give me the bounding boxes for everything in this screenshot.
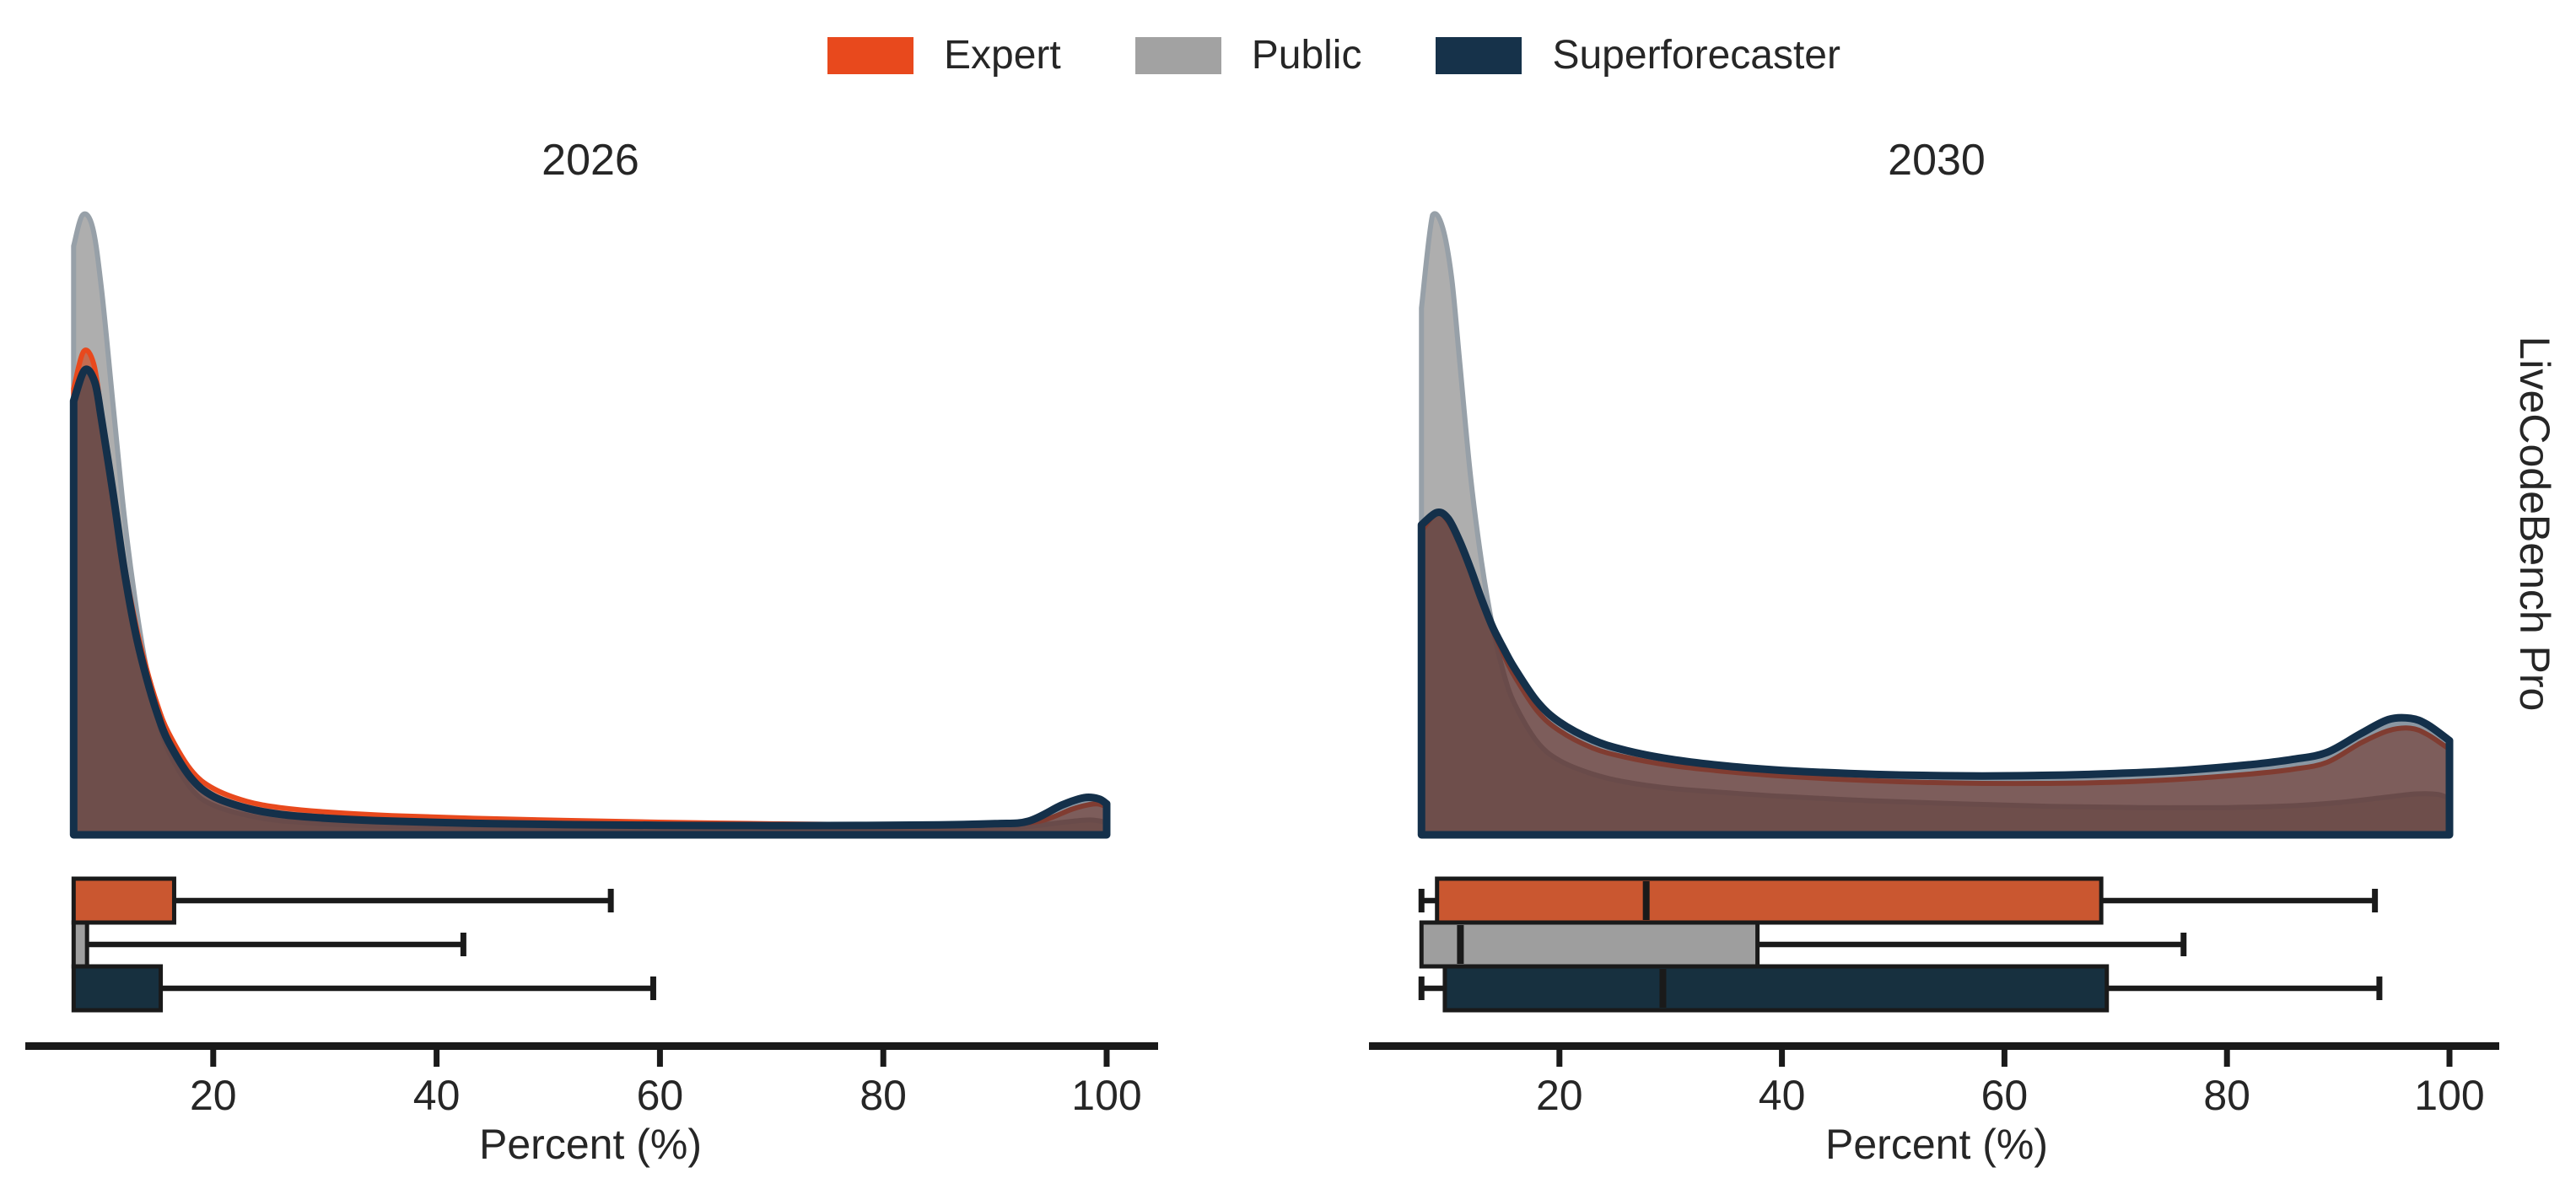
panel-title-2030: 2030	[1888, 136, 1986, 185]
box-2026-public	[71, 920, 89, 969]
box-2026-superforecaster	[71, 964, 164, 1013]
x-axis-2026	[25, 1042, 1158, 1050]
x-tick-2026-40	[434, 1050, 440, 1067]
expert-swatch-icon	[827, 37, 913, 74]
x-tick-label-2026-40: 40	[413, 1072, 461, 1119]
legend-label-public: Public	[1251, 33, 1362, 78]
legend-item-public: Public	[1134, 33, 1362, 78]
x-tick-2030-60	[2001, 1050, 2007, 1067]
density-2026-public	[71, 211, 1109, 837]
box-2026-expert	[71, 876, 176, 925]
x-tick-label-2030-20: 20	[1536, 1072, 1583, 1119]
x-tick-label-2026-80: 80	[860, 1072, 907, 1119]
panel-title-2026: 2026	[542, 136, 639, 185]
x-tick-2030-100	[2446, 1050, 2453, 1067]
legend-label-expert: Expert	[944, 33, 1061, 78]
superforecaster-swatch-icon	[1436, 37, 1522, 74]
x-tick-2030-20	[1556, 1050, 1563, 1067]
facet-row-label: LiveCodeBench Pro	[2511, 336, 2558, 712]
x-tick-2026-60	[656, 1050, 663, 1067]
public-swatch-icon	[1134, 37, 1221, 74]
box-2030-public	[1419, 920, 1760, 969]
x-tick-label-2026-100: 100	[1071, 1072, 1141, 1119]
density-2026-expert	[71, 347, 1109, 837]
legend-item-expert: Expert	[827, 35, 1061, 76]
x-tick-2026-100	[1103, 1050, 1110, 1067]
x-tick-label-2030-80: 80	[2203, 1072, 2250, 1119]
x-tick-2026-80	[880, 1050, 887, 1067]
x-axis-2030	[1369, 1042, 2499, 1050]
x-tick-label-2030-60: 60	[1981, 1072, 2029, 1119]
x-tick-label-2026-60: 60	[637, 1072, 684, 1119]
box-2030-superforecaster	[1442, 964, 2110, 1013]
x-tick-2026-20	[210, 1050, 217, 1067]
x-tick-label-2030-100: 100	[2414, 1072, 2484, 1119]
x-tick-2030-40	[1779, 1050, 1786, 1067]
legend: Expert Public Superforecaster	[827, 35, 1840, 76]
x-axis-label-left: Percent (%)	[479, 1121, 702, 1168]
box-2030-expert	[1435, 876, 2104, 925]
legend-label-superforecaster: Superforecaster	[1552, 33, 1840, 78]
x-tick-label-2026-20: 20	[190, 1072, 237, 1119]
legend-item-superforecaster: Superforecaster	[1436, 35, 1840, 76]
density-2030-superforecaster	[1417, 508, 2454, 839]
density-2026-superforecaster	[69, 365, 1111, 839]
x-tick-2030-80	[2223, 1050, 2230, 1067]
x-tick-label-2030-40: 40	[1759, 1072, 1806, 1119]
x-axis-label-right: Percent (%)	[1825, 1121, 2048, 1168]
